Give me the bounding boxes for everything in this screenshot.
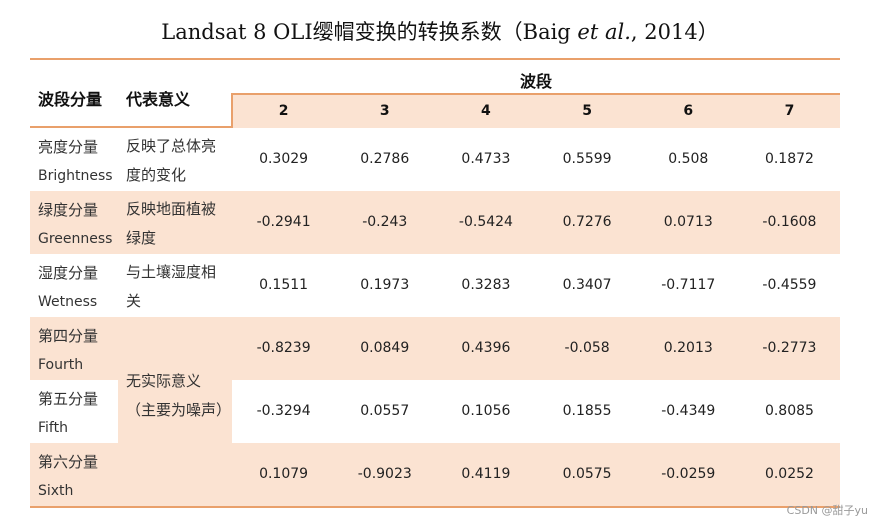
header-band: 波段 (519, 72, 552, 91)
component-meaning: 与土壤湿度相关 (126, 263, 217, 310)
component-name: 第五分量 Fifth (38, 385, 120, 443)
header-meaning: 代表意义 (126, 90, 191, 109)
component-name: 绿度分量 Greenness (38, 196, 120, 254)
coefficient-cell: -0.2773 (762, 340, 817, 356)
band-number: 2 (278, 103, 289, 119)
header-divider (231, 93, 233, 128)
coefficient-cell: -0.8239 (256, 340, 311, 356)
component-en: Sixth (38, 483, 74, 499)
coefficient-cell: 0.3407 (562, 277, 612, 293)
coefficient-cell: -0.1608 (762, 214, 817, 230)
coefficient-cell: -0.9023 (357, 466, 412, 482)
component-cn: 第五分量 (38, 390, 99, 408)
coefficient-cell: 0.7276 (562, 214, 612, 230)
component-meaning: 反映地面植被绿度 (126, 200, 217, 247)
coefficient-values: -0.3294 0.0557 0.1056 0.1855 -0.4349 0.8… (233, 380, 840, 443)
component-cn: 湿度分量 (38, 264, 99, 282)
title-suffix: , 2014） (630, 20, 719, 44)
coefficient-cell: -0.058 (564, 340, 610, 356)
header-bottom-rule (30, 126, 232, 128)
coefficient-cell: 0.508 (668, 151, 709, 167)
coefficient-cell: 0.4733 (461, 151, 511, 167)
coefficient-cell: -0.4559 (762, 277, 817, 293)
table-row: 亮度分量 Brightness 反映了总体亮度的变化 0.3029 0.2786… (30, 128, 840, 191)
table-top-rule (30, 58, 840, 60)
component-cn: 第六分量 (38, 453, 99, 471)
header-component: 波段分量 (38, 90, 103, 109)
coefficient-cell: 0.1855 (562, 403, 612, 419)
coefficient-cell: -0.0259 (661, 466, 716, 482)
coefficient-cell: -0.2941 (256, 214, 311, 230)
coefficient-cell: 0.8085 (764, 403, 814, 419)
component-en: Fourth (38, 357, 84, 373)
watermark: CSDN @甜子yu (786, 504, 868, 517)
component-cn: 第四分量 (38, 327, 99, 345)
component-name: 湿度分量 Wetness (38, 259, 120, 317)
coefficient-cell: 0.4396 (461, 340, 511, 356)
band-number: 3 (379, 103, 390, 119)
coefficient-cell: 0.0252 (764, 466, 814, 482)
component-en: Greenness (38, 231, 113, 247)
coefficient-cell: 0.5599 (562, 151, 612, 167)
component-cn: 绿度分量 (38, 201, 99, 219)
merged-meaning-cell: 无实际意义（主要为噪声） (118, 317, 232, 506)
title-italic: et al. (577, 20, 631, 44)
band-number-row: 2 3 4 5 6 7 (233, 95, 840, 128)
coefficient-values: 0.1511 0.1973 0.3283 0.3407 -0.7117 -0.4… (233, 254, 840, 317)
coefficient-cell: -0.5424 (458, 214, 513, 230)
coefficient-cell: 0.0557 (360, 403, 410, 419)
table-title: Landsat 8 OLI缨帽变换的转换系数（Baig et al., 2014… (0, 16, 880, 46)
coefficient-cell: -0.3294 (256, 403, 311, 419)
merged-meaning-text: 无实际意义（主要为噪声） (126, 372, 232, 419)
coefficient-cell: -0.7117 (661, 277, 716, 293)
table-row: 第五分量 Fifth -0.3294 0.0557 0.1056 0.1855 … (30, 380, 840, 443)
coefficient-cell: 0.0713 (663, 214, 713, 230)
coefficient-cell: 0.0849 (360, 340, 410, 356)
component-en: Wetness (38, 294, 98, 310)
band-number: 6 (683, 103, 694, 119)
band-number: 5 (582, 103, 592, 119)
coefficient-values: 0.1079 -0.9023 0.4119 0.0575 -0.0259 0.0… (233, 443, 840, 506)
component-cn: 亮度分量 (38, 138, 99, 156)
component-name: 第四分量 Fourth (38, 322, 120, 380)
coefficient-cell: 0.3029 (259, 151, 309, 167)
coefficient-values: -0.8239 0.0849 0.4396 -0.058 0.2013 -0.2… (233, 317, 840, 380)
header-band-group: 波段 (232, 60, 840, 94)
coefficient-values: -0.2941 -0.243 -0.5424 0.7276 0.0713 -0.… (233, 191, 840, 254)
coefficient-cell: 0.0575 (562, 466, 612, 482)
coefficient-cell: 0.3283 (461, 277, 511, 293)
table-row: 绿度分量 Greenness 反映地面植被绿度 -0.2941 -0.243 -… (30, 191, 840, 254)
title-prefix: Landsat 8 OLI缨帽变换的转换系数（Baig (161, 20, 578, 44)
component-en: Fifth (38, 420, 68, 436)
coefficient-cell: 0.1511 (259, 277, 309, 293)
coefficient-cell: 0.1973 (360, 277, 410, 293)
table-bottom-rule (30, 506, 840, 508)
component-en: Brightness (38, 168, 113, 184)
table-row: 湿度分量 Wetness 与土壤湿度相关 0.1511 0.1973 0.328… (30, 254, 840, 317)
coefficient-cell: 0.1872 (764, 151, 814, 167)
band-number: 7 (784, 103, 795, 119)
coefficient-values: 0.3029 0.2786 0.4733 0.5599 0.508 0.1872 (233, 128, 840, 191)
coefficient-cell: 0.2786 (360, 151, 410, 167)
coefficient-cell: -0.4349 (661, 403, 716, 419)
coefficient-cell: 0.4119 (461, 466, 511, 482)
component-name: 第六分量 Sixth (38, 448, 120, 506)
coefficient-cell: -0.243 (362, 214, 408, 230)
band-number: 4 (481, 103, 491, 119)
band-header-rule (232, 93, 840, 95)
coefficient-cell: 0.1056 (461, 403, 511, 419)
coefficient-cell: 0.2013 (663, 340, 713, 356)
component-meaning: 反映了总体亮度的变化 (126, 137, 217, 184)
coefficient-cell: 0.1079 (259, 466, 309, 482)
component-name: 亮度分量 Brightness (38, 133, 120, 191)
